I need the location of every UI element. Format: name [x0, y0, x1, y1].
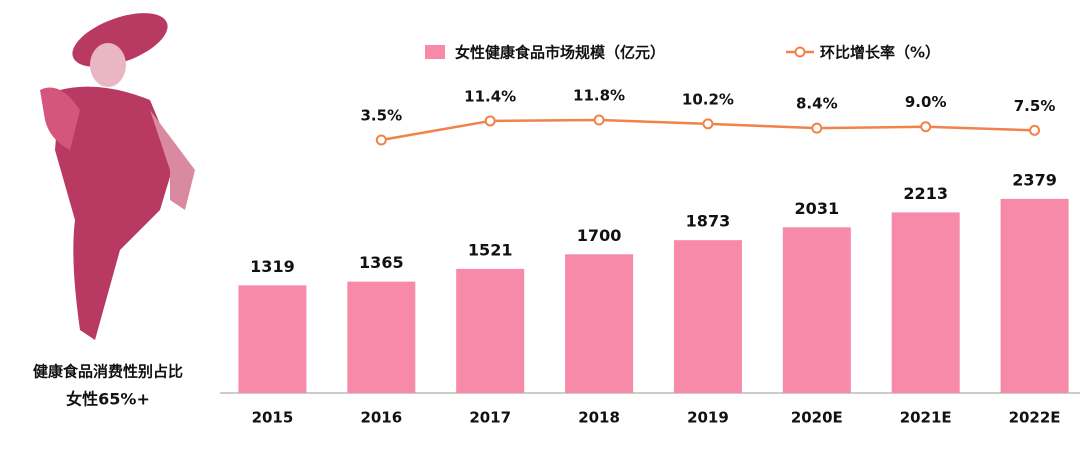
line-marker: [484, 115, 496, 127]
bar: [673, 240, 742, 393]
bar: [347, 281, 416, 393]
data-label: 1700: [577, 226, 622, 245]
bar: [238, 285, 307, 393]
x-tick-label: 2016: [360, 409, 402, 427]
x-tick-label: 2015: [252, 409, 294, 427]
line-marker: [1029, 124, 1041, 136]
legend-label: 女性健康食品市场规模（亿元）: [455, 44, 665, 62]
data-label: 2031: [795, 199, 840, 218]
data-label: 1873: [686, 212, 731, 231]
data-label: 2213: [903, 184, 948, 203]
data-label: 1365: [359, 253, 404, 272]
line-marker: [811, 122, 823, 134]
bar: [782, 227, 851, 393]
data-label: 1521: [468, 240, 513, 259]
bar: [565, 254, 634, 393]
data-label: 9.0%: [905, 93, 947, 111]
data-label: 10.2%: [682, 90, 734, 108]
illustration: [40, 13, 195, 341]
x-tick-label: 2019: [687, 409, 729, 427]
data-label: 3.5%: [361, 106, 403, 124]
bar: [1000, 198, 1069, 393]
data-label: 2379: [1012, 170, 1057, 189]
bar: [456, 268, 525, 393]
x-tick-label: 2017: [469, 409, 511, 427]
bar: [891, 212, 960, 393]
x-tick-label: 2022E: [1009, 409, 1061, 427]
caption: 健康食品消费性别占比: [33, 363, 183, 381]
legend-label: 环比增长率（%）: [820, 44, 940, 62]
data-label: 1319: [250, 257, 295, 276]
x-tick-label: 2020E: [791, 409, 843, 427]
x-tick-label: 2021E: [900, 409, 952, 427]
line-marker: [920, 121, 932, 133]
caption: 女性65%+: [66, 390, 150, 409]
legend-swatch: [794, 46, 806, 58]
data-label: 11.4%: [464, 87, 516, 105]
x-tick-label: 2018: [578, 409, 620, 427]
data-label: 8.4%: [796, 95, 838, 113]
line-marker: [702, 118, 714, 130]
data-label: 7.5%: [1014, 97, 1056, 115]
line-marker: [375, 134, 387, 146]
data-label: 11.8%: [573, 86, 625, 104]
line-marker: [593, 114, 605, 126]
legend-swatch: [425, 45, 445, 59]
